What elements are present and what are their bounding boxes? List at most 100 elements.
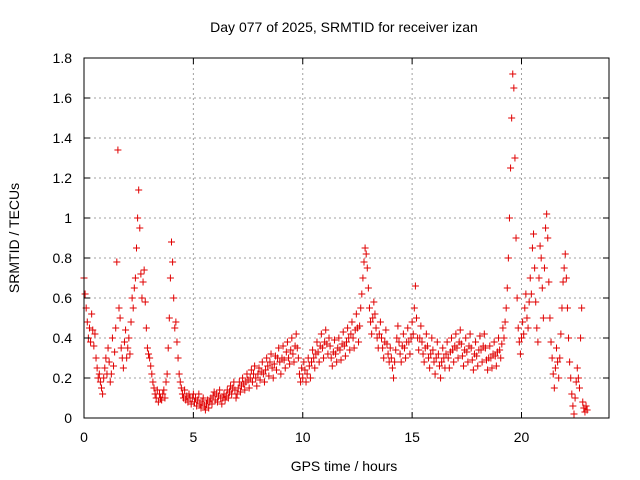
data-point — [565, 334, 573, 342]
data-point — [349, 334, 357, 342]
data-point — [176, 378, 184, 386]
data-point — [161, 394, 169, 402]
data-point — [267, 350, 275, 358]
data-point — [410, 304, 418, 312]
data-point — [387, 354, 395, 362]
data-point — [198, 398, 206, 406]
data-point — [496, 346, 504, 354]
data-point — [491, 352, 499, 360]
data-point — [273, 366, 280, 374]
data-point — [127, 318, 135, 326]
data-point — [172, 318, 180, 326]
data-point — [380, 354, 388, 362]
data-point — [577, 334, 585, 342]
data-point — [281, 364, 289, 372]
data-point — [275, 344, 283, 352]
data-point — [359, 274, 367, 282]
data-point — [566, 358, 574, 366]
data-point — [126, 350, 134, 358]
data-point — [279, 342, 287, 350]
data-point — [505, 214, 513, 222]
data-point — [456, 326, 464, 334]
data-point — [378, 334, 385, 342]
data-point — [423, 342, 431, 350]
data-point — [486, 342, 494, 350]
data-point — [508, 114, 516, 122]
data-point — [516, 350, 524, 358]
data-point — [88, 310, 96, 318]
data-point — [391, 358, 399, 366]
data-point — [306, 374, 314, 382]
data-point — [562, 274, 570, 282]
data-point — [434, 350, 442, 358]
data-point — [346, 346, 354, 354]
data-point — [305, 362, 313, 370]
data-point — [402, 354, 410, 362]
data-point — [299, 374, 307, 382]
data-point — [438, 358, 446, 366]
data-point — [181, 386, 189, 394]
data-point — [406, 350, 414, 358]
data-point — [111, 348, 119, 356]
data-point — [335, 334, 343, 342]
data-point — [357, 304, 365, 312]
data-point — [122, 326, 130, 334]
data-point — [303, 370, 311, 378]
data-point — [460, 362, 468, 370]
data-point — [397, 358, 405, 366]
data-point — [528, 244, 536, 252]
data-point — [502, 304, 510, 312]
y-tick-label: 0.4 — [53, 330, 73, 346]
data-point — [383, 340, 391, 348]
data-point — [301, 366, 309, 374]
data-point — [129, 304, 137, 312]
data-point — [559, 278, 567, 286]
data-point — [445, 364, 453, 372]
data-point — [537, 254, 545, 262]
data-point — [295, 370, 303, 378]
x-tick-label: 5 — [189, 429, 197, 445]
data-point — [315, 358, 323, 366]
data-point — [520, 330, 528, 338]
data-point — [534, 338, 542, 346]
data-point — [420, 358, 428, 366]
data-point — [550, 384, 558, 392]
data-point — [399, 330, 407, 338]
data-point — [292, 330, 300, 338]
data-point — [379, 344, 387, 352]
data-point — [148, 370, 156, 378]
data-point — [290, 358, 298, 366]
data-point — [308, 358, 315, 366]
data-point — [98, 384, 105, 392]
data-point — [93, 364, 101, 372]
data-point — [178, 390, 186, 398]
x-axis-label: GPS time / hours — [291, 458, 398, 474]
data-point — [375, 330, 383, 338]
data-point — [169, 258, 177, 266]
data-point — [344, 324, 352, 332]
data-point — [289, 350, 297, 358]
data-point — [141, 298, 149, 306]
data-point — [450, 358, 458, 366]
data-point — [358, 290, 366, 298]
data-point — [322, 326, 330, 334]
data-point — [427, 350, 435, 358]
data-point — [473, 352, 481, 360]
points-layer — [80, 70, 591, 418]
data-point — [543, 210, 551, 218]
data-point — [497, 354, 505, 362]
data-point — [114, 146, 122, 154]
data-point — [348, 318, 356, 326]
x-tick-label: 15 — [404, 429, 420, 445]
data-point — [549, 370, 557, 378]
data-point — [138, 294, 146, 302]
data-point — [453, 344, 461, 352]
data-point — [341, 352, 349, 360]
data-point — [235, 378, 243, 386]
data-point — [145, 350, 153, 358]
data-point — [149, 378, 157, 386]
data-point — [546, 314, 554, 322]
data-point — [162, 378, 170, 386]
data-point — [314, 348, 322, 356]
data-point — [555, 374, 563, 382]
